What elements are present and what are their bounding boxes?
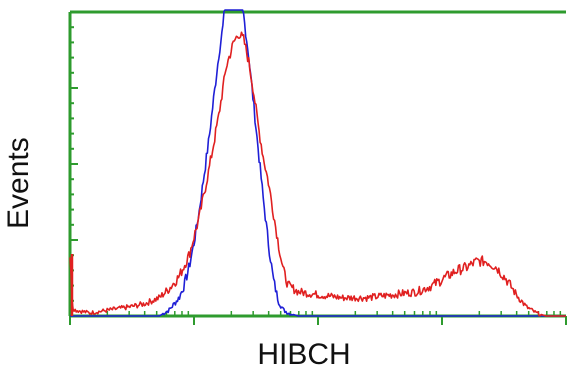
series-line-red (69, 31, 566, 317)
series-line-blue (70, 9, 566, 317)
series-layer (69, 9, 566, 317)
plot-axes (68, 10, 567, 325)
x-axis-label: HIBCH (257, 338, 351, 371)
y-axis-label: Events (2, 137, 35, 229)
